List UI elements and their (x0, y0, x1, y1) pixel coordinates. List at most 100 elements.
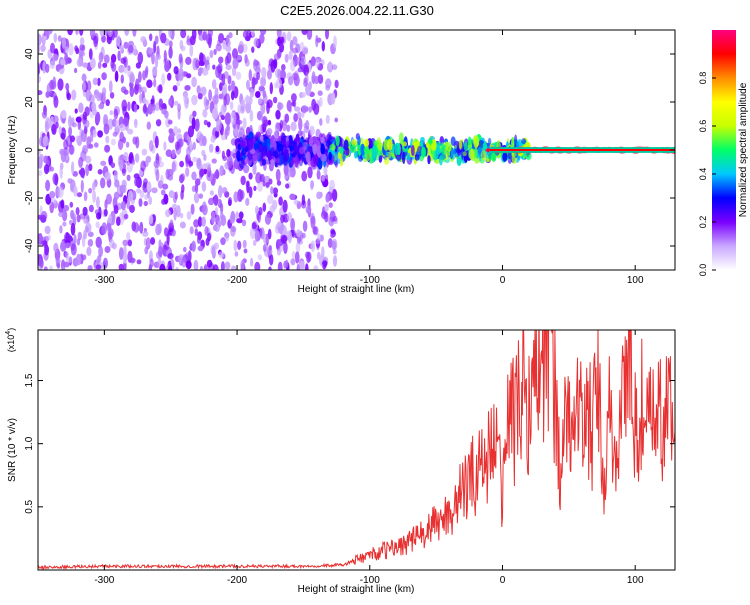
heatmap-cell (113, 108, 119, 120)
heatmap-cell (148, 215, 154, 224)
heatmap-cell (179, 221, 186, 229)
heatmap-cell (226, 123, 230, 136)
heatmap-cell (167, 252, 174, 260)
heatmap-cell (222, 39, 227, 50)
heatmap-cell (278, 154, 284, 166)
heatmap-cell (75, 135, 79, 143)
heatmap-cell (299, 260, 305, 270)
heatmap-cell (54, 173, 59, 186)
heatmap-cell (136, 259, 142, 265)
heatmap-cell (43, 164, 50, 175)
svg-text:(x104): (x104) (5, 328, 16, 352)
heatmap-cell (79, 30, 84, 36)
heatmap-cell (228, 32, 233, 39)
heatmap-cell (279, 119, 284, 129)
heatmap-cell (168, 30, 173, 38)
x-tick-label: 0 (500, 275, 506, 286)
heatmap-cell (82, 81, 87, 91)
heatmap-cell (167, 119, 173, 125)
heatmap-cell (104, 171, 111, 181)
heatmap-cell (168, 190, 175, 199)
heatmap-cell (122, 239, 129, 246)
heatmap-cell (303, 122, 308, 129)
heatmap-cell (89, 30, 96, 39)
heatmap-cell (313, 103, 320, 115)
heatmap-cell (70, 243, 77, 256)
heatmap-cell (338, 147, 344, 154)
heatmap-cell (204, 226, 209, 236)
heatmap-cell (155, 169, 160, 182)
heatmap-cell (132, 190, 137, 201)
heatmap-cell (333, 35, 337, 49)
heatmap-cell (63, 139, 69, 150)
heatmap-cell (213, 194, 219, 206)
heatmap-cell (43, 266, 48, 270)
heatmap-cell (183, 246, 187, 253)
heatmap-cell (262, 90, 267, 99)
snr-y-axis-label: SNR (10 * v/v) (7, 418, 18, 482)
heatmap-cell (237, 104, 241, 115)
heatmap-cell (153, 160, 160, 168)
heatmap-cell (245, 94, 250, 104)
heatmap-cell (502, 151, 508, 162)
heatmap-cell (313, 265, 319, 270)
heatmap-cell (235, 71, 242, 80)
heatmap-cell (191, 76, 197, 88)
heatmap-cell (177, 128, 181, 134)
heatmap-cell (44, 244, 49, 256)
heatmap-cell (95, 264, 102, 270)
snr-y-ticks: 0.5 1.0 1.5 (24, 373, 675, 514)
heatmap-cell (61, 266, 66, 270)
heatmap-cell (473, 135, 480, 149)
heatmap-cell (371, 146, 377, 160)
heatmap-cell (420, 136, 425, 143)
heatmap-cell (325, 193, 330, 203)
heatmap-cell (273, 53, 281, 61)
heatmap-cell (118, 247, 124, 260)
heatmap-cell (162, 183, 169, 190)
heatmap-cell (270, 136, 277, 146)
heatmap-cell (309, 125, 315, 136)
heatmap-cell (252, 162, 257, 175)
heatmap-cell (339, 157, 344, 167)
heatmap-cell (264, 213, 272, 225)
heatmap-cell (219, 211, 224, 221)
heatmap-cell (357, 135, 361, 146)
heatmap-cell (397, 144, 401, 155)
heatmap-cell (185, 154, 189, 168)
heatmap-cell (118, 45, 124, 51)
heatmap-cell (169, 219, 174, 228)
heatmap-cell (283, 241, 288, 254)
heatmap-cell (194, 57, 199, 69)
heatmap-cell (165, 209, 171, 218)
heatmap-cell (52, 76, 57, 88)
heatmap-cell (310, 180, 314, 189)
heatmap-cell (94, 89, 98, 96)
heatmap-cell (246, 79, 250, 90)
colorbar-ticks: 0.0 0.2 0.4 0.6 0.8 (698, 72, 716, 276)
heatmap-cell (240, 259, 245, 270)
heatmap-cell (273, 58, 278, 69)
heatmap-cell (335, 135, 340, 147)
heatmap-cell (316, 233, 321, 241)
heatmap-cell (148, 264, 152, 270)
heatmap-cell (305, 205, 312, 214)
heatmap-cell (334, 117, 339, 123)
heatmap-cell (315, 34, 319, 48)
heatmap-cell (117, 50, 121, 62)
heatmap-cell (253, 58, 258, 71)
heatmap-cell (220, 261, 225, 270)
heatmap-cell (208, 143, 214, 153)
heatmap-cell (292, 72, 299, 81)
colorbar-tick-label: 0.2 (698, 216, 708, 229)
heatmap-cell (71, 89, 77, 101)
heatmap-cell (192, 141, 196, 151)
heatmap-cell (121, 99, 128, 112)
colorbar-label: Normalized spectral amplitude (738, 82, 749, 217)
heatmap-cell (60, 58, 66, 66)
heatmap-cell (120, 74, 125, 84)
heatmap-cell (127, 190, 134, 202)
heatmap-cell (89, 94, 95, 104)
heatmap-cell (410, 144, 415, 157)
heatmap-cell (155, 119, 162, 127)
